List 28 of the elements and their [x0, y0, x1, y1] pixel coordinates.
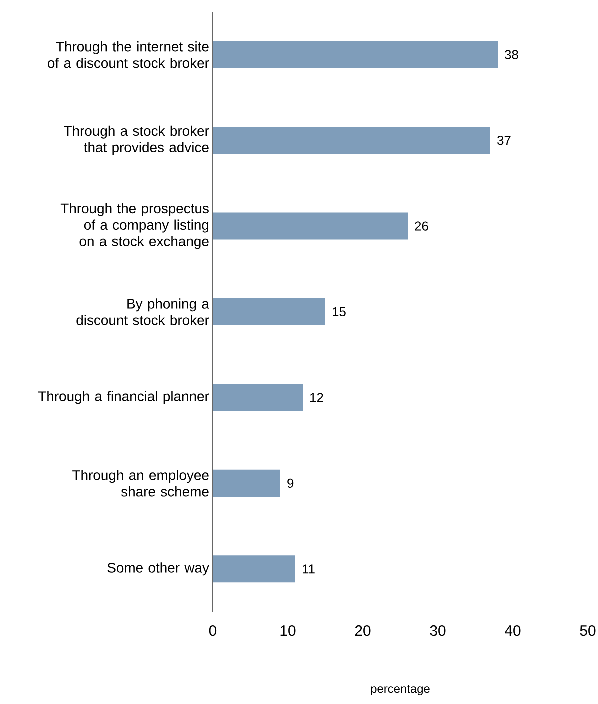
y-tick-label: Through an employee share scheme — [72, 470, 209, 497]
y-tick-label: Through a financial planner — [38, 391, 210, 404]
data-label: 11 — [303, 564, 315, 574]
x-tick-label: 10 — [280, 626, 296, 636]
bar — [213, 298, 326, 326]
data-label: 15 — [333, 307, 346, 317]
data-label: 9 — [288, 478, 294, 488]
bar — [213, 41, 498, 68]
y-tick-label: By phoning a discount stock broker — [76, 298, 210, 326]
bar — [213, 384, 303, 412]
bar — [213, 556, 296, 583]
data-label: 37 — [498, 136, 511, 146]
x-tick-label: 40 — [505, 626, 521, 636]
y-tick-label: Through a stock broker that provides advice — [64, 126, 210, 156]
x-axis-title: percentage — [371, 685, 430, 696]
x-tick-label: 0 — [209, 626, 217, 636]
bar — [213, 470, 280, 497]
y-tick-label: Through the internet site of a discount stock broker — [48, 42, 210, 68]
data-label: 38 — [505, 50, 518, 60]
bar — [213, 127, 490, 154]
y-tick-label: Through the prospectus of a company listing on a stock exchange — [60, 203, 209, 250]
data-label: 12 — [310, 393, 324, 402]
x-tick-label: 30 — [430, 626, 446, 636]
data-label: 26 — [415, 222, 428, 231]
x-tick-label: 20 — [355, 626, 371, 636]
y-tick-label: Some other way — [108, 562, 210, 576]
bar — [213, 212, 408, 240]
x-tick-label: 50 — [580, 626, 596, 636]
